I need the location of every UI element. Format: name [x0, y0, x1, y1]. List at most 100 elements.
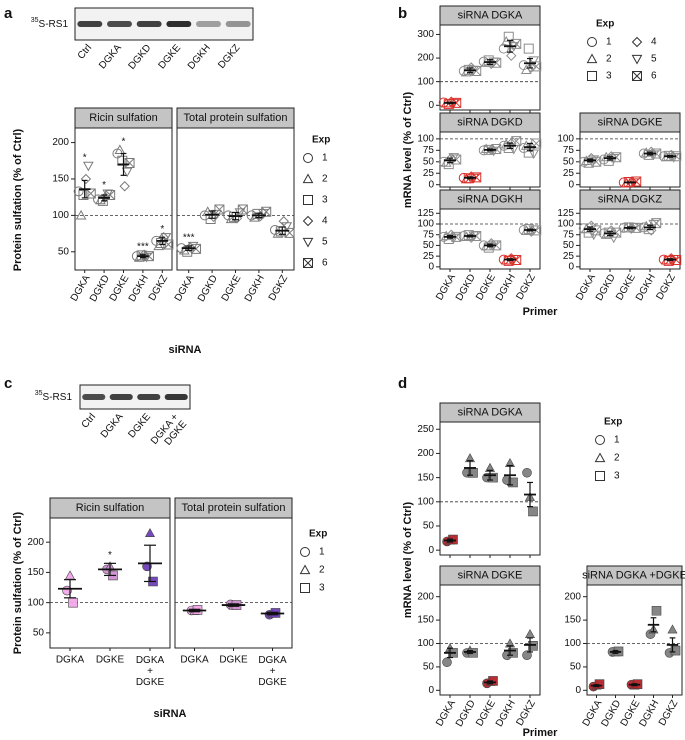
y-tick-label: 125 [557, 208, 574, 219]
data-point [119, 181, 130, 192]
legend-label: 2 [322, 174, 328, 185]
data-point [651, 218, 662, 229]
facet-title: siRNA DGKD [457, 116, 522, 128]
legend-marker [631, 36, 643, 48]
y-tick-label: 100 [417, 76, 434, 87]
lane-label: DGKE [126, 411, 153, 440]
legend-label: 3 [606, 71, 612, 82]
x-tick-label: DGKZ [514, 272, 537, 302]
blot-band [136, 21, 162, 27]
y-tick-label: 0 [428, 685, 434, 696]
blot-band [164, 394, 188, 400]
x-tick-label: DGKA + DGKE [258, 655, 287, 688]
y-tick-label: 100 [417, 638, 434, 649]
data-point [278, 216, 289, 227]
legend-label: 4 [322, 216, 328, 227]
lane-label: DGKA [97, 42, 124, 71]
y-tick-label: 50 [563, 156, 575, 167]
legend-marker [303, 195, 313, 205]
y-tick-label: 50 [423, 662, 435, 673]
lane-label: DGKA [99, 411, 126, 440]
lane-label: Ctrl [80, 412, 98, 431]
y-tick-label: 75 [423, 229, 435, 240]
y-tick-label: 50 [58, 246, 70, 257]
x-axis-label: Primer [523, 306, 559, 318]
y-tick-label: 0 [568, 261, 574, 272]
legend-marker [587, 37, 598, 47]
data-point [272, 228, 284, 238]
legend-marker [631, 54, 643, 65]
facet-title: Ricin sulfation [89, 112, 157, 124]
legend-label: 5 [651, 54, 657, 65]
significance-label: * [160, 224, 164, 235]
x-tick-label: DGKZ [147, 273, 170, 303]
legend-title: Exp [596, 19, 614, 30]
y-axis-label: Protein sulfation (% of Ctrl) [12, 511, 24, 654]
x-tick-label: DGKZ [657, 698, 680, 728]
x-tick-label: DGKH [637, 698, 661, 729]
data-point [528, 506, 538, 517]
x-tick-label: DGKE [96, 655, 125, 666]
legend-marker [303, 153, 314, 163]
legend-marker [632, 71, 642, 81]
plot-frame [174, 517, 293, 649]
y-tick-label: 50 [423, 521, 435, 532]
legend-label: 1 [322, 153, 328, 164]
significance-label: * [83, 153, 87, 164]
data-point [80, 173, 92, 185]
x-tick-label: DGKD [454, 698, 478, 729]
y-tick-label: 100 [564, 638, 581, 649]
blot-band [166, 21, 192, 27]
facet-title: siRNA DGKA [458, 406, 523, 418]
x-tick-label: DGKA [56, 655, 85, 666]
y-tick-label: 200 [417, 53, 434, 64]
blot-band [77, 21, 103, 27]
legend-title: Exp [312, 135, 330, 146]
facet-title: Ricin sulfation [76, 502, 144, 514]
data-point [528, 149, 540, 160]
data-point [68, 597, 78, 608]
data-point [73, 186, 84, 197]
legend-label: 2 [614, 453, 620, 464]
data-point [646, 225, 657, 236]
y-tick-label: 0 [428, 179, 434, 190]
facet-title: siRNA DGKA +DGKE [582, 569, 685, 581]
data-point [511, 255, 522, 265]
lane-label: DGKA +DGKE [149, 411, 189, 453]
y-tick-label: 50 [423, 240, 435, 251]
lane-label: DGKE [157, 42, 184, 71]
data-point [526, 62, 537, 73]
blot-band [225, 21, 251, 27]
y-tick-label: 100 [417, 496, 434, 507]
y-tick-label: 0 [428, 545, 434, 556]
legend-marker [302, 237, 314, 248]
legend-marker [595, 471, 605, 481]
legend-marker [587, 71, 597, 81]
data-point [85, 188, 96, 199]
plot-frame [74, 127, 173, 271]
blot-label-main: S-RS1 [43, 392, 73, 403]
facet-title: siRNA DGKA [458, 9, 523, 21]
y-tick-label: 150 [417, 615, 434, 626]
panel-label: a [4, 5, 13, 22]
y-axis-label: Protein sulfation (% of Ctrl) [12, 128, 24, 271]
legend-label: 6 [322, 258, 328, 269]
significance-label: * [108, 550, 112, 561]
plot-frame [586, 584, 683, 696]
x-tick-label-line: DGKE [136, 677, 165, 688]
y-tick-label: 50 [563, 240, 575, 251]
y-tick-label: 150 [27, 567, 44, 578]
data-point [671, 255, 682, 265]
data-point [518, 60, 529, 71]
x-tick-label-line: + [270, 666, 276, 677]
legend-label: 5 [322, 237, 328, 248]
y-tick-label: 125 [417, 208, 434, 219]
data-point [100, 191, 111, 203]
panel-label: c [4, 375, 12, 392]
legend-label: 2 [606, 54, 612, 65]
facet-title: siRNA DGKH [457, 193, 522, 205]
data-point [667, 624, 678, 634]
y-tick-label: 25 [423, 251, 435, 262]
x-axis-label: siRNA [153, 708, 186, 720]
